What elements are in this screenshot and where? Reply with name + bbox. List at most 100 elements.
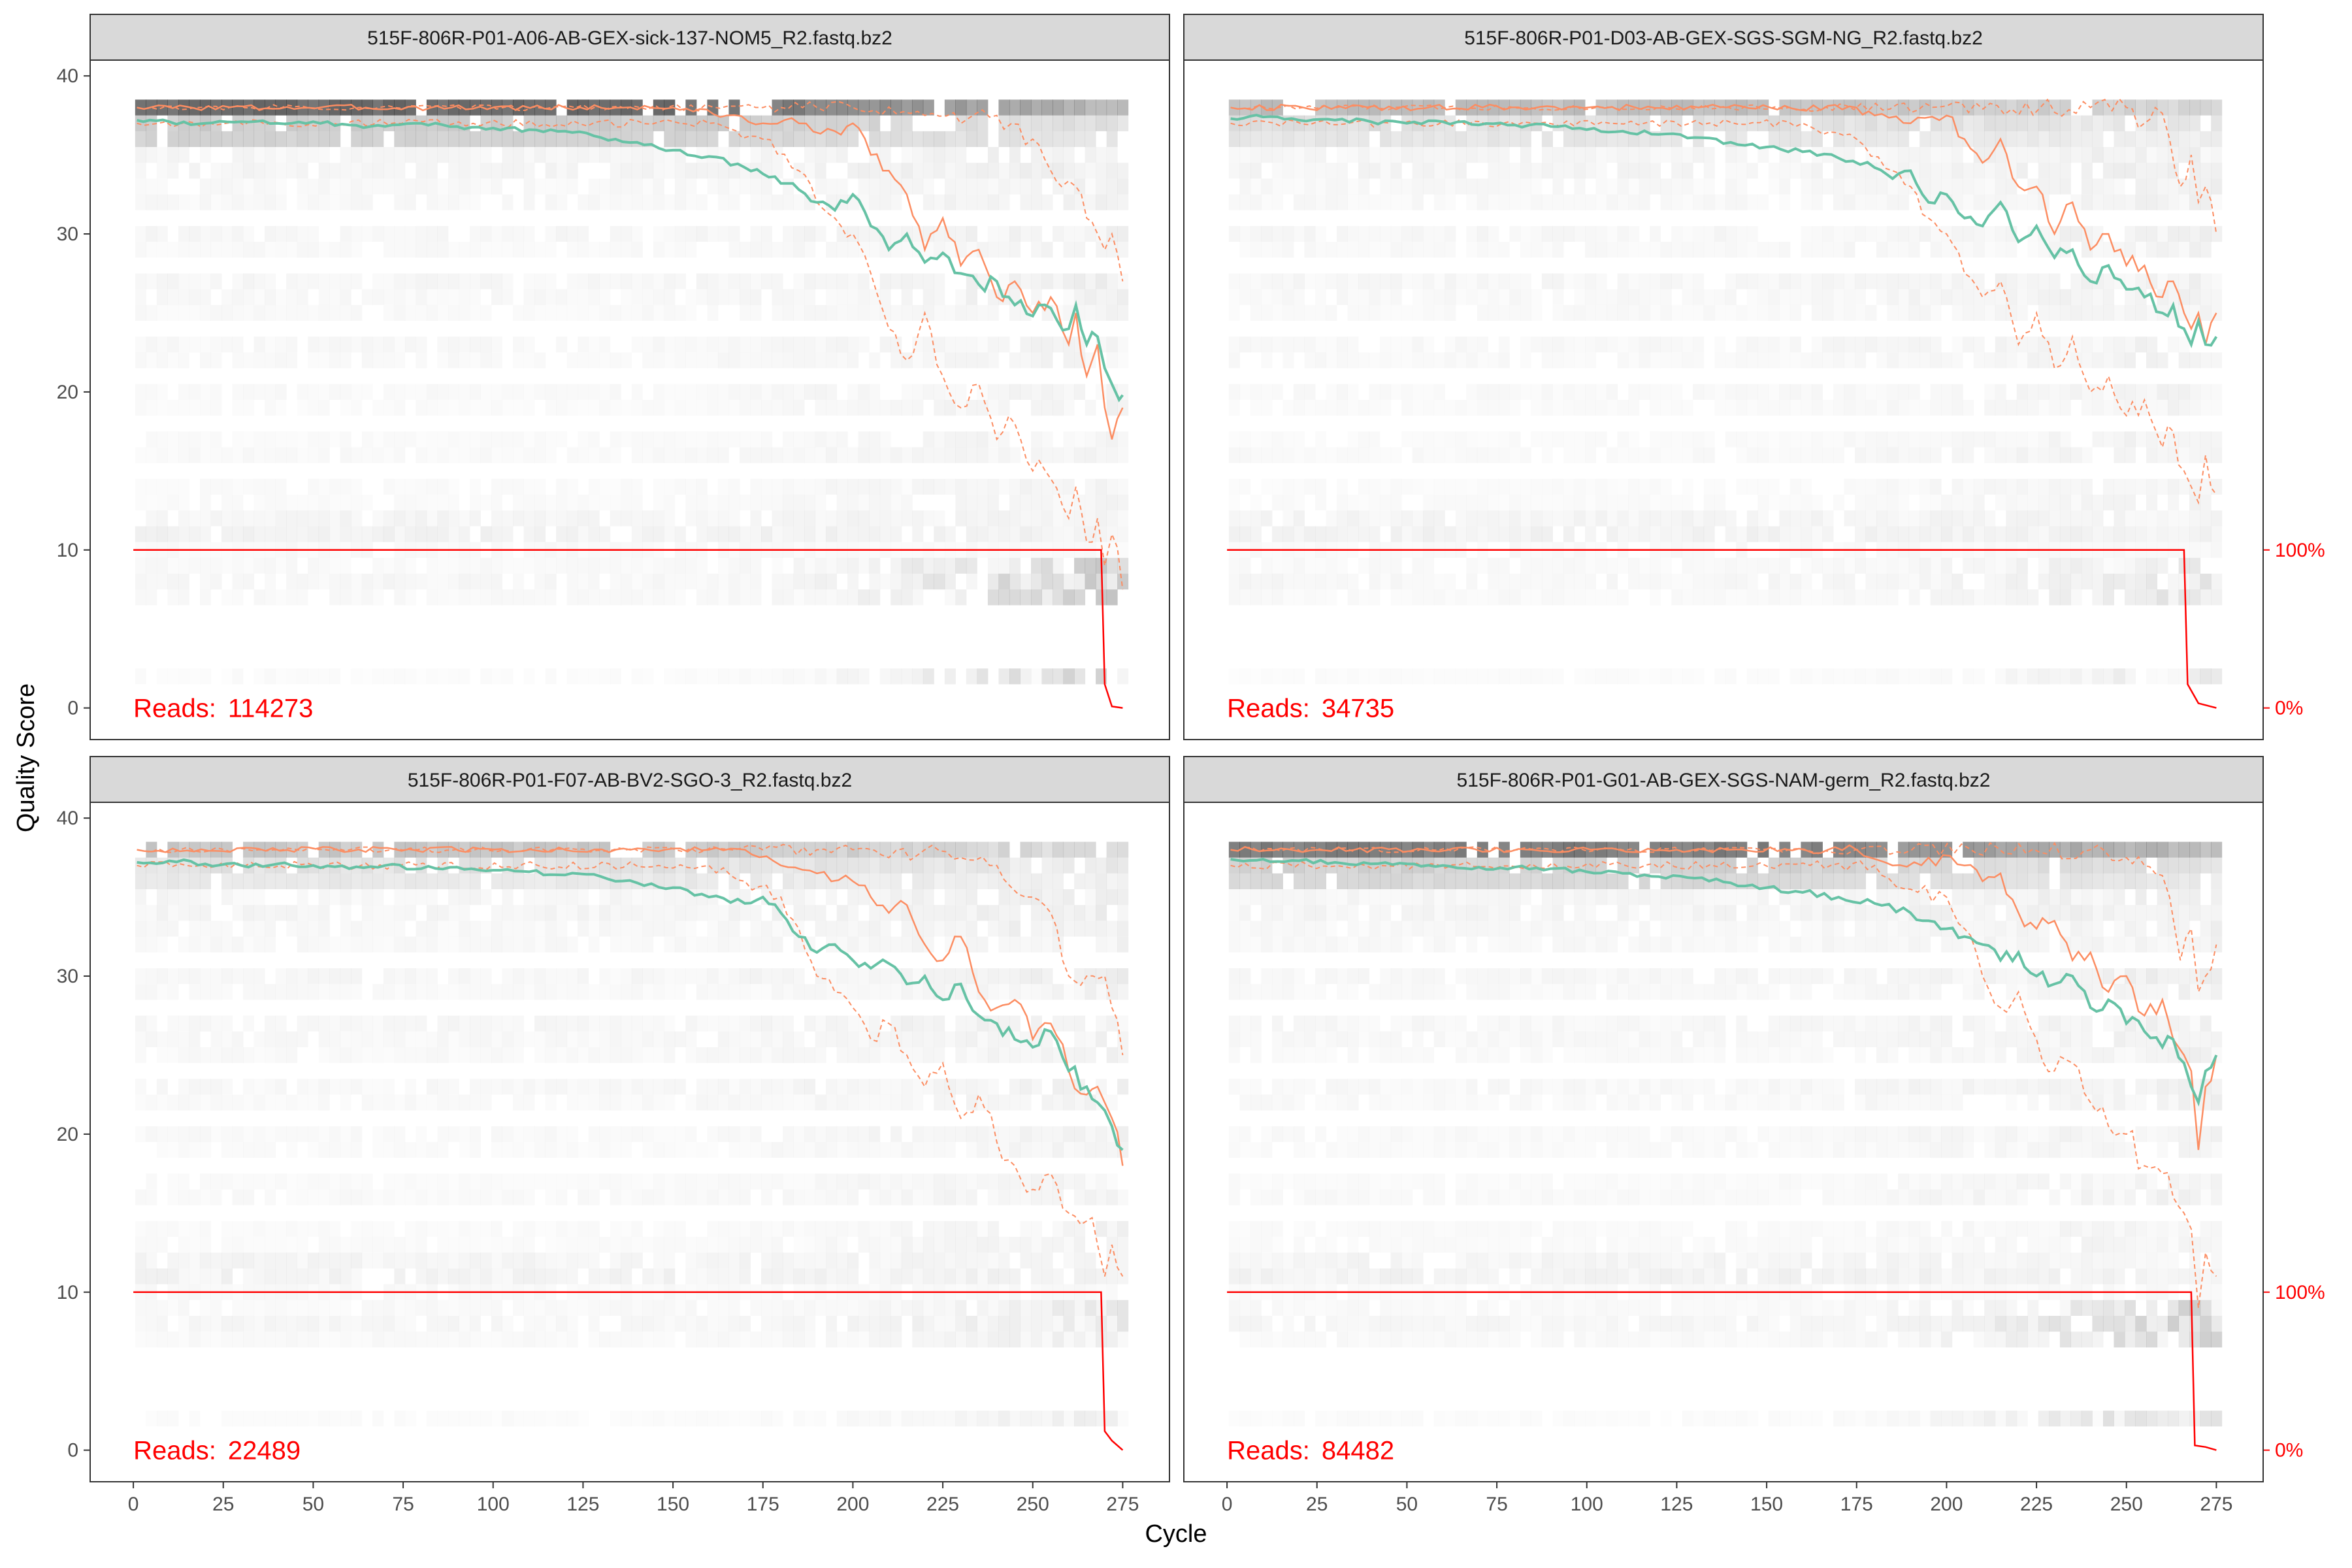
heatmap-cell — [1053, 557, 1064, 574]
heatmap-cell — [1757, 274, 1769, 289]
heatmap-cell — [653, 163, 664, 179]
heatmap-cell — [1477, 352, 1488, 368]
heatmap-cell — [243, 99, 255, 116]
heatmap-cell — [2016, 557, 2028, 574]
heatmap-cell — [2081, 147, 2093, 163]
heatmap-cell — [760, 273, 773, 289]
heatmap-cell — [783, 589, 794, 606]
heatmap-cell — [1769, 178, 1780, 194]
heatmap-cell — [1282, 352, 1294, 368]
heatmap-cell — [1261, 305, 1272, 321]
heatmap-cell — [923, 336, 934, 353]
heatmap-cell — [254, 1079, 265, 1094]
heatmap-cell — [1704, 574, 1715, 589]
heatmap-cell — [2027, 495, 2038, 510]
heatmap-cell — [815, 336, 826, 352]
heatmap-cell — [1106, 242, 1118, 258]
heatmap-cell — [1941, 131, 1953, 148]
heatmap-cell — [1995, 400, 2006, 416]
heatmap-cell — [653, 589, 664, 605]
heatmap-cell — [955, 336, 966, 352]
heatmap-cell — [610, 574, 621, 589]
heatmap-cell — [2211, 178, 2223, 195]
heatmap-cell — [2211, 99, 2223, 116]
heatmap-cell — [869, 510, 881, 527]
heatmap-cell — [2114, 147, 2125, 163]
heatmap-cell — [1963, 99, 1974, 116]
heatmap-cell — [1628, 557, 1640, 574]
heatmap-cell — [210, 1190, 221, 1205]
heatmap-cell — [578, 242, 589, 257]
heatmap-cell — [589, 400, 600, 416]
heatmap-cell — [1650, 510, 1661, 527]
heatmap-cell — [276, 479, 287, 495]
heatmap-cell — [416, 400, 427, 416]
heatmap-cell — [869, 574, 881, 590]
heatmap-cell — [2102, 304, 2114, 321]
heatmap-cell — [1228, 163, 1240, 179]
heatmap-cell — [653, 147, 664, 163]
heatmap-cell — [1531, 558, 1542, 574]
heatmap-cell — [1865, 447, 1877, 463]
heatmap-cell — [728, 526, 740, 542]
heatmap-cell — [1348, 352, 1359, 368]
heatmap-cell — [1618, 495, 1629, 510]
heatmap-cell — [1769, 479, 1780, 495]
heatmap-cell — [459, 558, 470, 574]
heatmap-cell — [998, 131, 1010, 148]
heatmap-cell — [566, 115, 578, 131]
heatmap-cell — [750, 431, 761, 447]
heatmap-cell — [135, 526, 146, 542]
heatmap-cell — [394, 984, 405, 1000]
heatmap-cell — [869, 178, 881, 195]
heatmap-cell — [718, 479, 729, 495]
heatmap-cell — [890, 557, 902, 574]
heatmap-cell — [934, 447, 945, 463]
heatmap-cell — [232, 1047, 244, 1064]
heatmap-cell — [783, 178, 794, 195]
heatmap-cell — [361, 873, 373, 890]
heatmap-cell — [351, 479, 362, 495]
heatmap-cell — [1271, 131, 1283, 148]
heatmap-cell — [178, 274, 189, 289]
heatmap-cell — [1455, 336, 1467, 353]
heatmap-cell — [1855, 668, 1866, 684]
heatmap-cell — [1779, 289, 1790, 305]
heatmap-cell — [1413, 384, 1424, 400]
heatmap-cell — [480, 242, 491, 257]
heatmap-cell — [998, 526, 1010, 542]
heatmap-cell — [1541, 163, 1553, 179]
heatmap-cell — [1974, 479, 1985, 495]
heatmap-cell — [545, 574, 557, 590]
heatmap-cell — [534, 305, 546, 321]
heatmap-cell — [1833, 557, 1844, 574]
heatmap-cell — [2146, 178, 2158, 195]
heatmap-cell — [146, 384, 157, 400]
heatmap-cell — [372, 1411, 384, 1426]
heatmap-cell — [1239, 526, 1251, 542]
heatmap-cell — [2189, 352, 2201, 368]
heatmap-cell — [1876, 242, 1888, 258]
heatmap-cell — [2124, 574, 2136, 590]
heatmap-cell — [1617, 163, 1629, 179]
heatmap-cell — [1315, 431, 1326, 447]
heatmap-cell — [1974, 352, 1985, 368]
heatmap-cell — [1498, 510, 1510, 527]
heatmap-cell — [696, 431, 708, 447]
heatmap-cell — [416, 352, 427, 368]
heatmap-cell — [157, 1411, 168, 1426]
heatmap-cell — [157, 163, 168, 178]
heatmap-cell — [1085, 163, 1096, 179]
heatmap-cell — [998, 431, 1010, 448]
heatmap-cell — [869, 495, 881, 511]
heatmap-cell — [1390, 289, 1402, 305]
heatmap-cell — [1866, 495, 1877, 510]
heatmap-cell — [372, 115, 384, 131]
heatmap-cell — [233, 1300, 244, 1316]
heatmap-cell — [847, 526, 859, 542]
heatmap-cell — [804, 131, 816, 148]
heatmap-cell — [1250, 526, 1262, 542]
heatmap-cell — [1844, 479, 1855, 495]
heatmap-cell — [232, 873, 244, 890]
heatmap-cell — [599, 147, 611, 163]
